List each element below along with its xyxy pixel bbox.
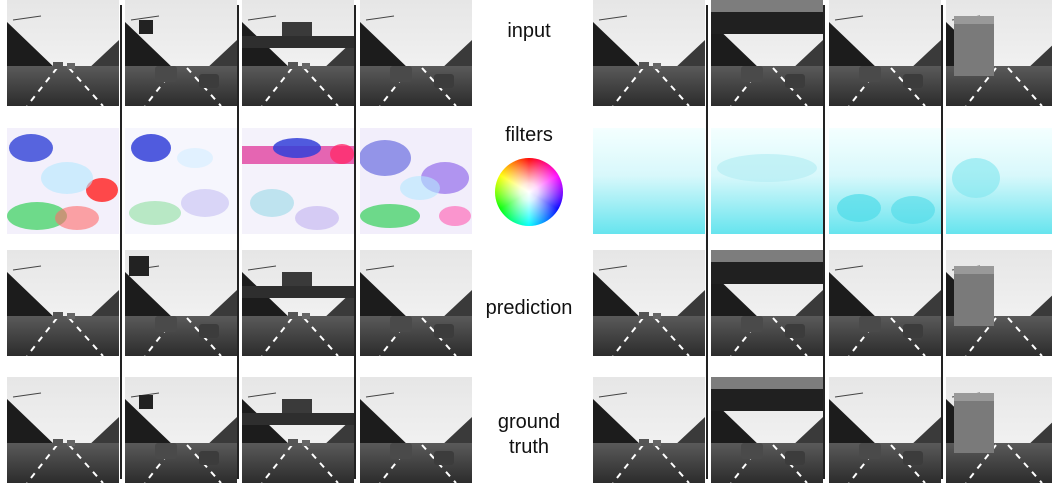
filter-map-4: [360, 128, 472, 234]
filter-map-7: [829, 128, 941, 234]
ground-truth-image-3: [242, 377, 354, 483]
prediction-image-4: [360, 250, 472, 356]
ground-truth-image-6: [711, 377, 823, 483]
prediction-image-3: [242, 250, 354, 356]
input-image-5: [593, 0, 705, 106]
input-image-2: [125, 0, 237, 106]
filter-map-3: [242, 128, 354, 234]
row-label-input: input: [507, 20, 551, 42]
column-separator-5: [823, 5, 825, 479]
ground-truth-image-7: [829, 377, 941, 483]
column-separator-6: [941, 5, 943, 479]
prediction-image-8: [946, 250, 1052, 356]
column-separator-1: [120, 5, 122, 479]
ground-truth-image-8: [946, 377, 1052, 483]
input-image-1: [7, 0, 119, 106]
ground-truth-image-2: [125, 377, 237, 483]
prediction-image-5: [593, 250, 705, 356]
prediction-image-6: [711, 250, 823, 356]
filter-map-8: [946, 128, 1052, 234]
input-image-3: [242, 0, 354, 106]
column-separator-2: [237, 5, 239, 479]
prediction-image-7: [829, 250, 941, 356]
input-image-4: [360, 0, 472, 106]
ground-truth-image-4: [360, 377, 472, 483]
row-label-filters: filters: [505, 124, 553, 146]
filter-map-1: [7, 128, 119, 234]
column-separator-4: [706, 5, 708, 479]
row-label-ground-truth: ground truth: [469, 410, 589, 460]
input-image-6: [711, 0, 823, 106]
row-label-prediction: prediction: [485, 297, 573, 319]
input-image-8: [946, 0, 1052, 106]
filter-map-6: [711, 128, 823, 234]
filter-map-5: [593, 128, 705, 234]
ground-truth-image-1: [7, 377, 119, 483]
prediction-image-2: [125, 250, 237, 356]
row-label-ground-truth-line1: ground: [497, 411, 561, 433]
column-separator-3: [354, 5, 356, 479]
row-label-ground-truth-line2: truth: [508, 436, 550, 458]
ground-truth-image-5: [593, 377, 705, 483]
prediction-image-1: [7, 250, 119, 356]
filter-map-2: [125, 128, 237, 234]
input-image-7: [829, 0, 941, 106]
hue-color-wheel-icon: [495, 158, 563, 226]
